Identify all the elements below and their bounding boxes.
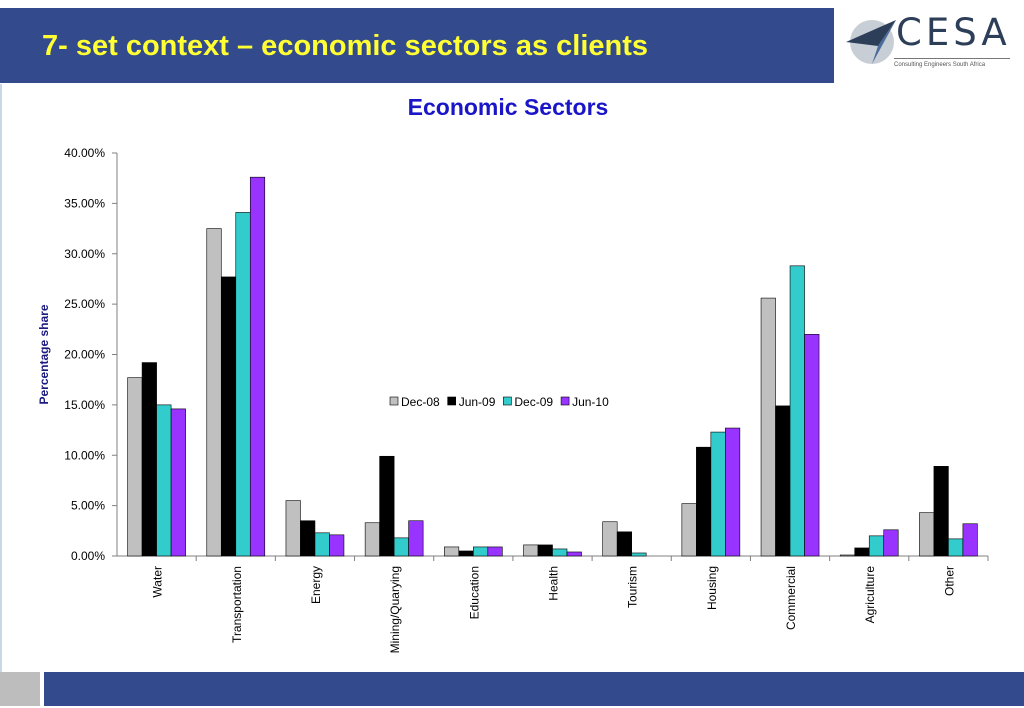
bar-jun-09 xyxy=(933,466,949,557)
legend-label: Jun-10 xyxy=(572,395,609,409)
bar-dec-09 xyxy=(868,535,885,557)
bar-dec-08 xyxy=(364,522,380,557)
legend-swatch xyxy=(503,396,512,406)
logo-divider xyxy=(894,58,1010,59)
bar-jun-10 xyxy=(408,520,424,557)
y-tick-label: 10.00% xyxy=(64,448,105,462)
bar-dec-09 xyxy=(631,552,647,557)
bar-dec-09 xyxy=(235,212,251,557)
bar-chart: 0.00% 5.00% 10.00% 15.00% 20.00% 25.00% 30.00%… xyxy=(37,146,989,653)
bar-dec-09 xyxy=(552,548,568,557)
x-tick-label: Energy xyxy=(309,566,323,604)
y-tick-label: 0.00% xyxy=(71,549,105,563)
chart-title: Economic Sectors xyxy=(407,94,609,120)
logo-wordmark: CESA xyxy=(896,11,1011,54)
footer-bar xyxy=(44,672,1024,706)
bar-jun-09 xyxy=(458,550,474,557)
bar-jun-10 xyxy=(566,551,582,557)
header-bar xyxy=(0,8,834,83)
y-tick-label: 15.00% xyxy=(64,398,105,412)
bar-dec-08 xyxy=(285,500,301,557)
slide-title: 7- set context – economic sectors as cli… xyxy=(42,30,649,62)
bar-jun-09 xyxy=(537,544,553,557)
bar-jun-10 xyxy=(170,408,186,557)
footer-grey-block xyxy=(0,672,40,706)
bar-dec-09 xyxy=(473,546,489,557)
legend-label: Dec-09 xyxy=(514,395,553,409)
x-tick-label: Housing xyxy=(705,566,719,610)
x-tick-label: Water xyxy=(151,566,165,598)
bar-jun-10 xyxy=(804,334,820,557)
x-tick-label: Tourism xyxy=(626,566,640,608)
bar-dec-08 xyxy=(681,503,697,557)
bar-jun-09 xyxy=(379,455,395,557)
bar-dec-08 xyxy=(206,228,222,557)
y-axis-title: Percentage share xyxy=(37,304,51,404)
bar-dec-08 xyxy=(444,546,460,557)
chart-axes: 0.00% 5.00% 10.00% 15.00% 20.00% 25.00% 30.00%… xyxy=(37,146,989,653)
y-tick-label: 5.00% xyxy=(71,499,105,513)
cesa-logo xyxy=(842,10,1018,76)
bar-jun-10 xyxy=(962,523,978,557)
left-border-rule xyxy=(0,84,2,672)
y-tick-label: 25.00% xyxy=(64,297,105,311)
y-tick-label: 35.00% xyxy=(64,196,105,210)
bar-jun-09 xyxy=(616,531,632,557)
x-tick-label: Commercial xyxy=(784,566,798,630)
bar-jun-09 xyxy=(300,520,316,557)
legend-swatch xyxy=(389,396,399,406)
bar-dec-08 xyxy=(919,512,935,557)
bar-jun-10 xyxy=(487,546,503,557)
legend-label: Jun-09 xyxy=(459,395,496,409)
x-tick-label: Agriculture xyxy=(863,566,877,624)
y-tick-label: 40.00% xyxy=(64,146,105,160)
cesa-logo-icon xyxy=(846,20,896,64)
bar-dec-08 xyxy=(127,377,143,557)
bar-dec-09 xyxy=(314,532,330,557)
bar-jun-10 xyxy=(329,534,345,557)
bar-jun-10 xyxy=(883,529,899,557)
x-tick-label: Education xyxy=(467,566,481,619)
bar-jun-10 xyxy=(725,427,741,557)
bar-jun-09 xyxy=(696,446,712,557)
bar-dec-09 xyxy=(948,538,964,557)
chart-bars xyxy=(127,176,978,557)
legend-label: Dec-08 xyxy=(401,395,440,409)
bar-dec-08 xyxy=(760,297,776,557)
bar-jun-10 xyxy=(249,176,266,557)
x-tick-label: Mining/Quarying xyxy=(388,566,402,653)
bar-dec-08 xyxy=(523,544,539,557)
bar-dec-08 xyxy=(602,521,618,557)
logo-tagline: Consulting Engineers South Africa xyxy=(894,62,986,68)
bar-jun-09 xyxy=(141,362,157,557)
chart-legend: Dec-08 Jun-09 Dec-09 Jun-10 xyxy=(389,395,609,409)
x-tick-label: Transportation xyxy=(230,566,244,643)
bar-dec-09 xyxy=(156,404,172,557)
bar-jun-09 xyxy=(220,276,237,557)
x-tick-label: Health xyxy=(547,566,561,601)
y-tick-label: 20.00% xyxy=(64,348,105,362)
bar-dec-09 xyxy=(393,537,409,557)
bar-dec-09 xyxy=(789,265,805,557)
legend-swatch xyxy=(560,396,570,406)
x-tick-label: Other xyxy=(942,566,956,596)
legend-swatch xyxy=(447,396,456,406)
bar-dec-08 xyxy=(839,554,856,557)
y-tick-label: 30.00% xyxy=(64,247,105,261)
bar-jun-09 xyxy=(775,405,791,557)
bar-jun-09 xyxy=(854,547,870,557)
bar-dec-09 xyxy=(710,431,726,557)
